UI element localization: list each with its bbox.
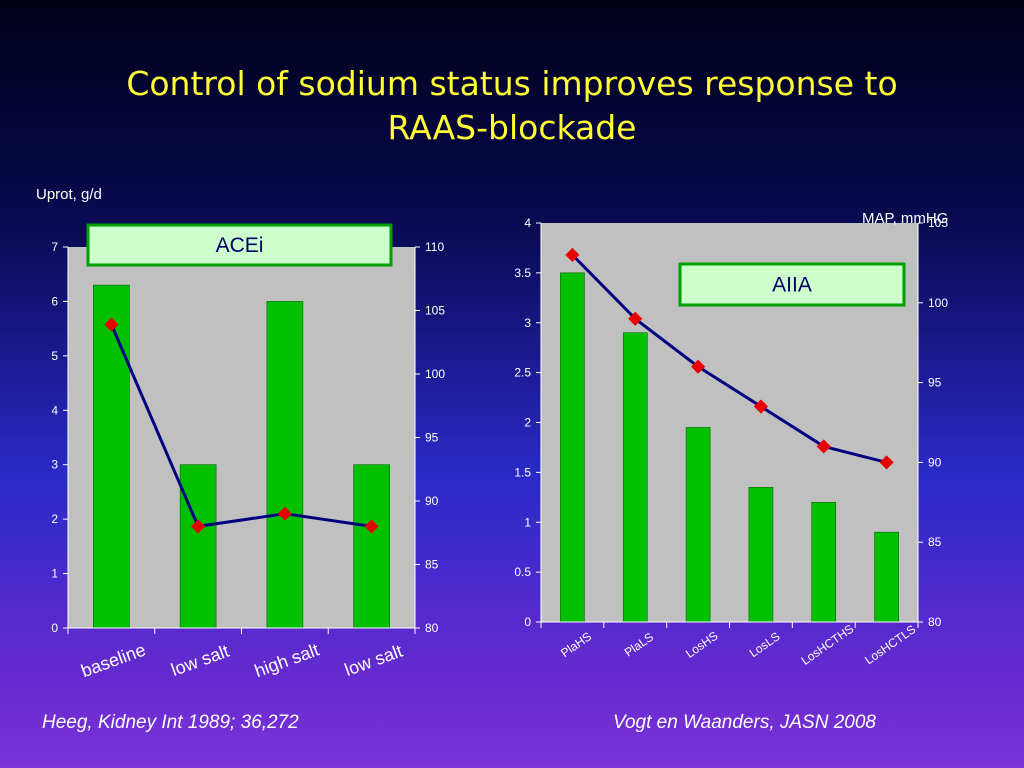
bar bbox=[685, 427, 711, 623]
bar bbox=[622, 332, 648, 623]
y2-tick-label: 100 bbox=[928, 296, 948, 310]
series-line bbox=[109, 323, 372, 528]
x-category-label: PlaLS bbox=[622, 630, 656, 660]
bar bbox=[93, 284, 130, 629]
y-tick-label: 1.5 bbox=[514, 465, 531, 479]
line-point-marker bbox=[816, 439, 831, 454]
y2-tick-label: 80 bbox=[425, 621, 439, 635]
y-tick-label: 1 bbox=[51, 567, 58, 581]
x-category-label: LosHCTHS bbox=[799, 622, 857, 668]
y-tick-label: 0 bbox=[524, 615, 531, 629]
y-tick-label: 3 bbox=[51, 458, 58, 472]
x-category-label: PlaHS bbox=[558, 629, 594, 660]
y-tick-label: 3 bbox=[524, 316, 531, 330]
label-box-text: AIIA bbox=[772, 274, 812, 297]
bar bbox=[179, 464, 217, 629]
label-box bbox=[86, 223, 393, 267]
x-category-label: baseline bbox=[78, 639, 148, 681]
y-tick-label: 5 bbox=[51, 349, 58, 363]
slide-title-line-2: RAAS-blockade bbox=[387, 108, 637, 147]
y2-tick-label: 90 bbox=[425, 494, 439, 508]
y2-tick-label: 95 bbox=[928, 376, 942, 390]
x-category-label: LosHCTLS bbox=[862, 622, 918, 667]
y-tick-label: 2 bbox=[524, 416, 531, 430]
y-axis-title: Uprot, g/d bbox=[36, 186, 102, 203]
y-tick-label: 4 bbox=[524, 216, 531, 230]
y2-tick-label: 105 bbox=[928, 216, 948, 230]
slide-title: Control of sodium status improves respon… bbox=[0, 62, 1024, 150]
line-point-marker bbox=[191, 519, 206, 534]
chart-2: 0 0.5 1 1.5 2 2.5 3 3.5 4 80 85 90 95 100 105 PlaHS PlaL… bbox=[514, 210, 948, 668]
bar bbox=[266, 301, 304, 629]
x-category-label: low salt bbox=[342, 641, 405, 680]
y2-axis-title: MAP, mmHG bbox=[862, 210, 948, 227]
bar bbox=[811, 501, 837, 623]
y2-tick-label: 105 bbox=[425, 304, 445, 318]
y-tick-label: 1 bbox=[524, 515, 531, 529]
line-point-marker bbox=[879, 455, 894, 470]
y-tick-label: 6 bbox=[51, 294, 58, 308]
line-point-marker bbox=[364, 519, 379, 534]
series-line bbox=[571, 253, 887, 464]
x-category-label: low salt bbox=[168, 641, 231, 680]
bar bbox=[874, 531, 899, 623]
line-point-marker bbox=[565, 247, 580, 262]
label-box bbox=[678, 262, 906, 307]
y2-tick-label: 80 bbox=[928, 615, 942, 629]
y-tick-label: 0 bbox=[51, 621, 58, 635]
line-point-marker bbox=[104, 317, 119, 332]
y-tick-label: 4 bbox=[51, 403, 58, 417]
label-box-text: ACEi bbox=[216, 234, 264, 257]
bar bbox=[748, 487, 774, 623]
citation-right: Vogt en Waanders, JASN 2008 bbox=[613, 712, 876, 733]
bar bbox=[560, 272, 585, 623]
y2-tick-label: 100 bbox=[425, 367, 445, 381]
y-tick-label: 3.5 bbox=[514, 266, 531, 280]
y-tick-label: 7 bbox=[51, 240, 58, 254]
y-tick-label: 0.5 bbox=[514, 565, 531, 579]
bar bbox=[353, 464, 390, 629]
line-point-marker bbox=[277, 506, 292, 521]
line-point-marker bbox=[691, 359, 706, 374]
y2-tick-label: 85 bbox=[425, 558, 439, 572]
chart-1: 0 1 2 3 4 5 6 7 80 85 90 95 100 105 110 baseline low sal… bbox=[36, 186, 445, 681]
y-tick-label: 2 bbox=[51, 512, 58, 526]
y2-tick-label: 85 bbox=[928, 535, 942, 549]
y-tick-label: 2.5 bbox=[514, 366, 531, 380]
x-category-label: LosLS bbox=[747, 629, 783, 660]
line-point-marker bbox=[628, 311, 643, 326]
line-point-marker bbox=[753, 399, 768, 414]
citation-left: Heeg, Kidney Int 1989; 36,272 bbox=[42, 712, 299, 733]
slide-title-line-1: Control of sodium status improves respon… bbox=[126, 64, 898, 103]
y2-tick-label: 95 bbox=[425, 431, 439, 445]
y2-tick-label: 90 bbox=[928, 455, 942, 469]
x-category-label: LosHS bbox=[683, 629, 721, 661]
x-category-label: high salt bbox=[252, 639, 322, 681]
y2-tick-label: 110 bbox=[425, 240, 444, 254]
